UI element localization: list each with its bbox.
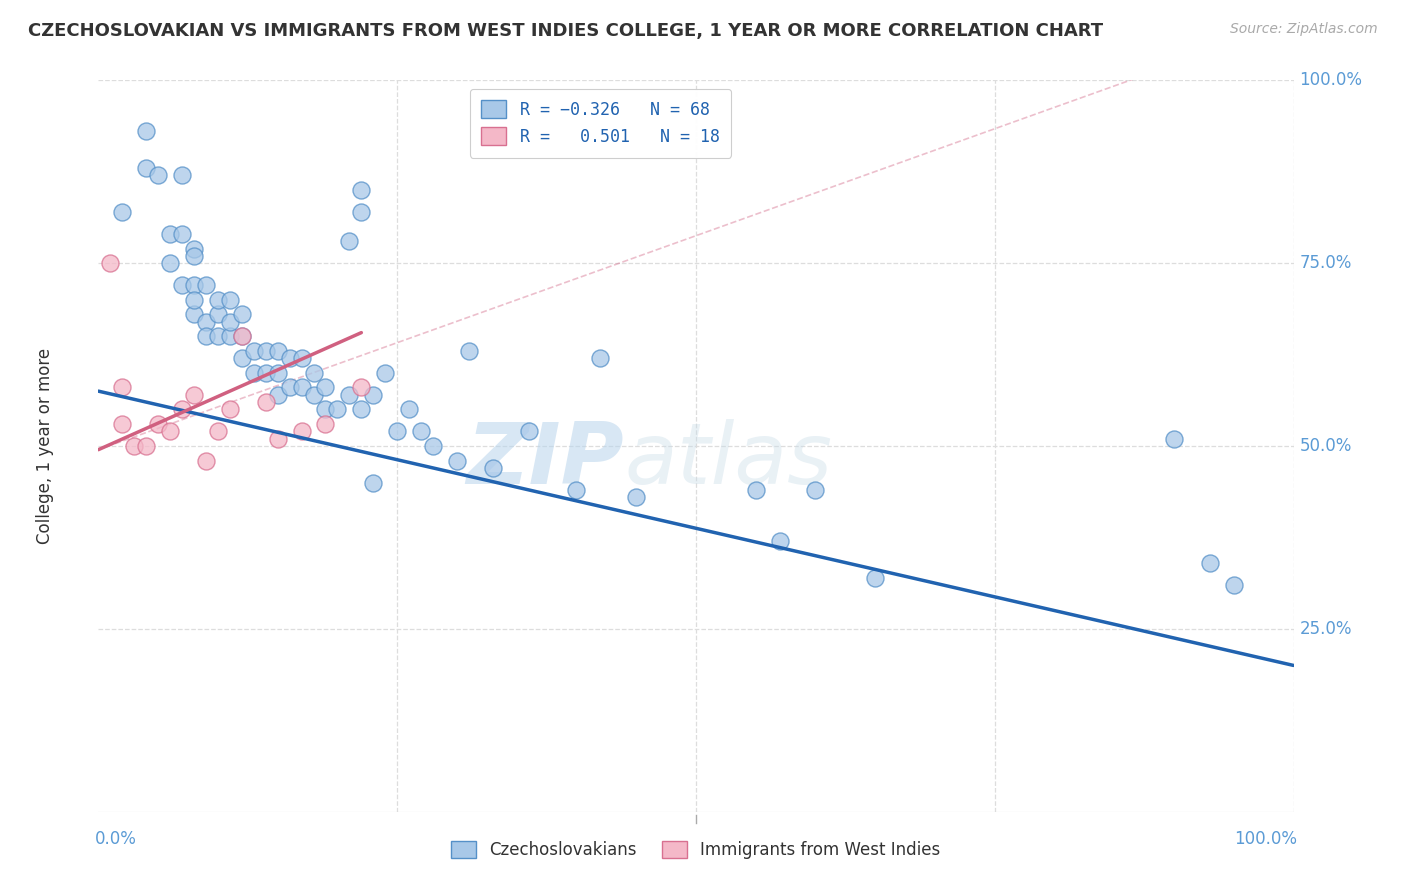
- Point: [411, 425, 433, 439]
- Point: [148, 169, 170, 183]
- Point: [111, 380, 134, 394]
- Point: [745, 483, 768, 497]
- Point: [363, 388, 385, 402]
- Point: [183, 242, 205, 256]
- Point: [458, 343, 481, 358]
- Point: [135, 439, 157, 453]
- Text: 100.0%: 100.0%: [1299, 71, 1362, 89]
- Point: [267, 388, 290, 402]
- Point: [626, 490, 648, 504]
- Legend: Czechoslovakians, Immigrants from West Indies: Czechoslovakians, Immigrants from West I…: [444, 834, 948, 865]
- Point: [254, 343, 277, 358]
- Point: [254, 395, 277, 409]
- Point: [517, 425, 540, 439]
- Point: [183, 249, 205, 263]
- Point: [148, 417, 170, 431]
- Point: [219, 402, 242, 417]
- Point: [207, 307, 229, 321]
- Point: [243, 343, 266, 358]
- Point: [278, 380, 301, 394]
- Point: [804, 483, 827, 497]
- Point: [565, 483, 588, 497]
- Text: Source: ZipAtlas.com: Source: ZipAtlas.com: [1230, 22, 1378, 37]
- Point: [219, 315, 242, 329]
- Point: [865, 571, 887, 585]
- Point: [291, 425, 314, 439]
- Point: [172, 169, 194, 183]
- Point: [350, 205, 373, 219]
- Point: [183, 278, 205, 293]
- Text: 100.0%: 100.0%: [1234, 830, 1298, 848]
- Point: [111, 417, 134, 431]
- Point: [172, 227, 194, 241]
- Point: [1163, 432, 1185, 446]
- Point: [350, 183, 373, 197]
- Point: [1199, 556, 1222, 570]
- Point: [159, 425, 181, 439]
- Point: [768, 534, 790, 549]
- Point: [243, 366, 266, 380]
- Point: [422, 439, 444, 453]
- Point: [135, 124, 157, 138]
- Point: [315, 417, 337, 431]
- Point: [339, 388, 361, 402]
- Point: [326, 402, 349, 417]
- Point: [159, 227, 181, 241]
- Point: [267, 343, 290, 358]
- Point: [446, 453, 468, 467]
- Point: [374, 366, 396, 380]
- Text: 25.0%: 25.0%: [1299, 620, 1353, 638]
- Point: [315, 380, 337, 394]
- Point: [231, 329, 253, 343]
- Point: [302, 388, 325, 402]
- Point: [385, 425, 409, 439]
- Point: [267, 366, 290, 380]
- Point: [302, 366, 325, 380]
- Point: [589, 351, 612, 366]
- Point: [207, 329, 229, 343]
- Point: [111, 205, 134, 219]
- Point: [363, 475, 385, 490]
- Point: [1223, 578, 1246, 592]
- Text: atlas: atlas: [624, 419, 832, 502]
- Point: [350, 380, 373, 394]
- Point: [207, 293, 229, 307]
- Point: [254, 366, 277, 380]
- Text: 50.0%: 50.0%: [1299, 437, 1353, 455]
- Text: ZIP: ZIP: [467, 419, 624, 502]
- Point: [183, 307, 205, 321]
- Point: [219, 329, 242, 343]
- Point: [135, 161, 157, 175]
- Text: 75.0%: 75.0%: [1299, 254, 1353, 272]
- Point: [398, 402, 420, 417]
- Point: [481, 461, 505, 475]
- Point: [183, 388, 205, 402]
- Text: College, 1 year or more: College, 1 year or more: [35, 348, 53, 544]
- Point: [172, 278, 194, 293]
- Point: [350, 402, 373, 417]
- Point: [98, 256, 122, 270]
- Point: [219, 293, 242, 307]
- Point: [291, 351, 314, 366]
- Point: [172, 402, 194, 417]
- Point: [291, 380, 314, 394]
- Point: [195, 315, 218, 329]
- Point: [159, 256, 181, 270]
- Point: [315, 402, 337, 417]
- Text: CZECHOSLOVAKIAN VS IMMIGRANTS FROM WEST INDIES COLLEGE, 1 YEAR OR MORE CORRELATI: CZECHOSLOVAKIAN VS IMMIGRANTS FROM WEST …: [28, 22, 1104, 40]
- Point: [267, 432, 290, 446]
- Point: [183, 293, 205, 307]
- Point: [195, 278, 218, 293]
- Point: [207, 425, 229, 439]
- Point: [231, 351, 253, 366]
- Point: [231, 329, 253, 343]
- Point: [231, 307, 253, 321]
- Point: [278, 351, 301, 366]
- Point: [195, 329, 218, 343]
- Point: [195, 453, 218, 467]
- Point: [124, 439, 146, 453]
- Point: [339, 234, 361, 248]
- Text: 0.0%: 0.0%: [94, 830, 136, 848]
